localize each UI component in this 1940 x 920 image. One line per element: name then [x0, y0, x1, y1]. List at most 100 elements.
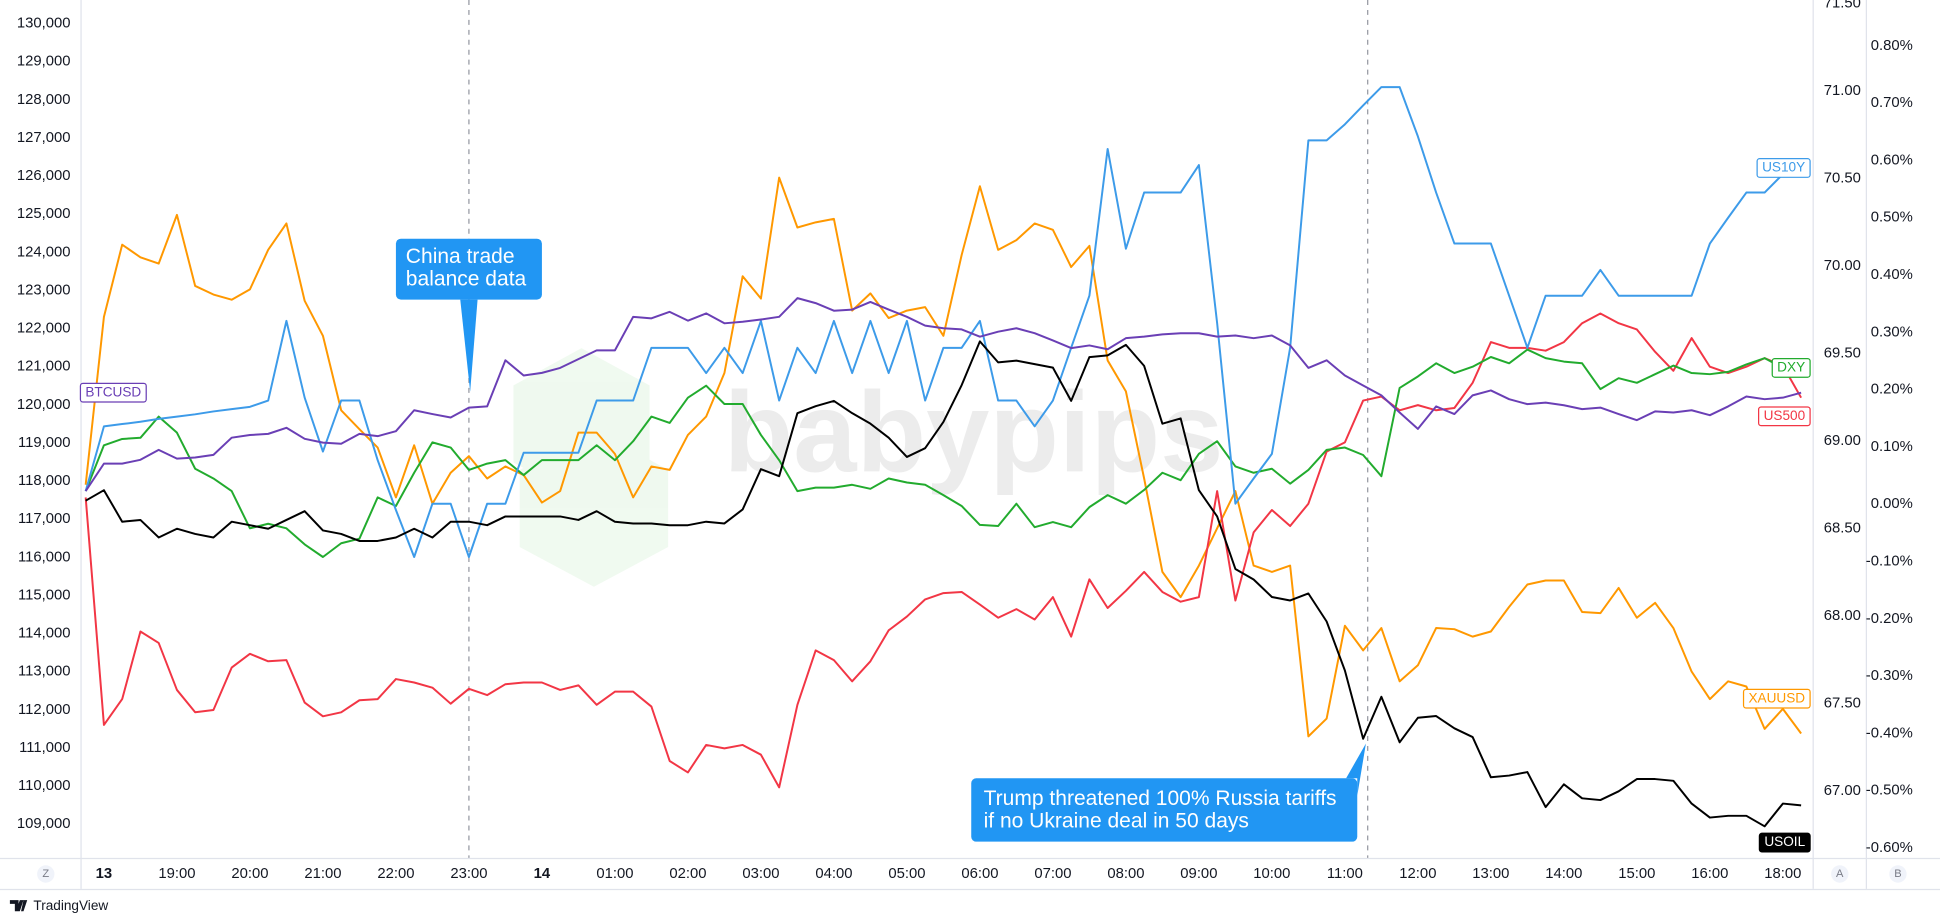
y-tick-label: 112,000 — [18, 702, 71, 718]
y-tick-label: 123,000 — [17, 282, 71, 298]
y-tick-label: 115,000 — [18, 587, 71, 603]
toolbar: Z A B — [37, 865, 1907, 883]
y3-tick-label: 0.30% — [1871, 324, 1913, 340]
y2-tick-label: 68.00 — [1824, 608, 1861, 624]
y-tick-label: 125,000 — [17, 206, 71, 222]
y-tick-label: 111,000 — [19, 740, 70, 756]
axes: 109,000 110,000 111,000 112,000 113,000 114,0… — [17, 0, 1922, 882]
series-tag-text: XAUUSD — [1748, 690, 1805, 705]
series-tags: XAUUSD US500 DXY US10Y BTCUSD USOIL — [79, 158, 1811, 853]
series-tag — [1758, 406, 1811, 427]
button-bg[interactable] — [1889, 865, 1907, 883]
x-tick-label: 12:00 — [1399, 866, 1436, 882]
y3-tick-label: -0.50% — [1866, 783, 1913, 799]
series-lines — [84, 86, 1802, 828]
y-tick-label: 116,000 — [18, 549, 71, 565]
callout-pointer — [1346, 743, 1366, 796]
y-tick-label: 119,000 — [18, 435, 71, 451]
y3-tick-label: 0.70% — [1871, 95, 1913, 111]
button-bg[interactable] — [37, 865, 55, 883]
x-tick-label: 11:00 — [1327, 866, 1363, 882]
y-tick-label: 113,000 — [18, 664, 71, 680]
y-tick-label: 128,000 — [17, 92, 71, 108]
x-tick-label: 10:00 — [1253, 866, 1290, 882]
x-tick-label: 04:00 — [815, 866, 852, 882]
y-tick-label: 121,000 — [17, 359, 71, 375]
y-tick-label: 110,000 — [18, 778, 71, 794]
x-tick-label: 06:00 — [961, 866, 998, 882]
series-tag — [79, 382, 147, 403]
x-tick-label: 23:00 — [450, 866, 487, 882]
series-tag — [1756, 158, 1811, 178]
watermark: babypips — [513, 348, 1223, 587]
y2-tick-label: 67.50 — [1824, 696, 1861, 712]
x-tick-label: 01:00 — [596, 866, 633, 882]
x-tick-label: 20:00 — [231, 866, 268, 882]
x-tick-label: 16:00 — [1691, 866, 1728, 882]
watermark-logo — [513, 348, 650, 500]
x-tick-label: 18:00 — [1764, 866, 1801, 882]
x-tick-label: 05:00 — [888, 866, 925, 882]
series-tag-text: BTCUSD — [85, 384, 141, 399]
y-tick-label: 124,000 — [17, 244, 71, 260]
series-line — [85, 340, 1802, 828]
x-tick-label: 13 — [96, 866, 113, 882]
x-tick-label: 22:00 — [377, 866, 414, 882]
event-lines — [468, 0, 1369, 858]
y2-tick-label: 68.50 — [1824, 521, 1861, 537]
series-tag — [1758, 832, 1811, 853]
y3-tick-label: -0.30% — [1866, 668, 1913, 684]
y-tick-label: 120,000 — [17, 397, 71, 413]
y-tick-label: 122,000 — [17, 321, 71, 337]
callout-text: if no Ukraine deal in 50 days — [984, 809, 1249, 832]
series-tag-text: DXY — [1777, 359, 1805, 374]
y2-tick-label: 69.00 — [1824, 433, 1861, 449]
y3-tick-label: 0.10% — [1871, 439, 1913, 455]
button-a[interactable]: A — [1836, 868, 1844, 880]
y3-tick-label: -0.20% — [1866, 611, 1913, 627]
button-bg[interactable] — [1831, 865, 1849, 883]
series-line — [84, 297, 1802, 492]
x-tick-label: 09:00 — [1180, 866, 1217, 882]
y-tick-label: 129,000 — [17, 54, 71, 70]
x-tick-label: 02:00 — [669, 866, 706, 882]
series-line — [84, 312, 1802, 789]
series-tag-text: US500 — [1764, 408, 1806, 423]
series-line — [84, 348, 1802, 558]
button-z[interactable]: Z — [42, 868, 49, 880]
callout-text: Trump threatened 100% Russia tariffs — [984, 787, 1337, 810]
brand-logo — [9, 900, 28, 912]
x-tick-label: 19:00 — [158, 866, 195, 882]
callout-box — [395, 238, 542, 300]
y-tick-label: 126,000 — [17, 168, 71, 184]
y3-tick-label: 0.50% — [1871, 210, 1913, 226]
y3-tick-label: 0.80% — [1871, 38, 1913, 54]
x-tick-label: 14:00 — [1545, 866, 1582, 882]
y-tick-label: 118,000 — [18, 473, 71, 489]
series-tag — [1771, 357, 1811, 378]
y-tick-label: 114,000 — [18, 626, 71, 642]
watermark-text: babypips — [724, 369, 1224, 496]
x-tick-label: 13:00 — [1472, 866, 1509, 882]
series-tag-text: US10Y — [1762, 160, 1805, 175]
callout-text: China trade — [406, 245, 515, 268]
y3-tick-label: -0.60% — [1866, 840, 1913, 856]
watermark-logo — [519, 428, 669, 587]
y-tick-label: 127,000 — [17, 130, 71, 146]
y3-tick-label: -0.10% — [1866, 553, 1913, 569]
y2-tick-label: 69.50 — [1824, 346, 1861, 362]
y3-tick-label: 0.00% — [1871, 496, 1913, 512]
callout-text: balance data — [406, 267, 527, 290]
y2-tick-label: 70.50 — [1824, 170, 1861, 186]
x-tick-label: 14 — [534, 866, 551, 882]
button-b[interactable]: B — [1894, 868, 1901, 880]
series-line — [84, 86, 1802, 558]
y2-tick-label: 70.00 — [1824, 258, 1861, 274]
callout-box — [971, 778, 1358, 842]
x-tick-label: 07:00 — [1034, 866, 1071, 882]
y2-tick-label: 67.00 — [1824, 783, 1861, 799]
y3-tick-label: 0.40% — [1871, 267, 1913, 283]
x-tick-label: 15:00 — [1618, 866, 1655, 882]
